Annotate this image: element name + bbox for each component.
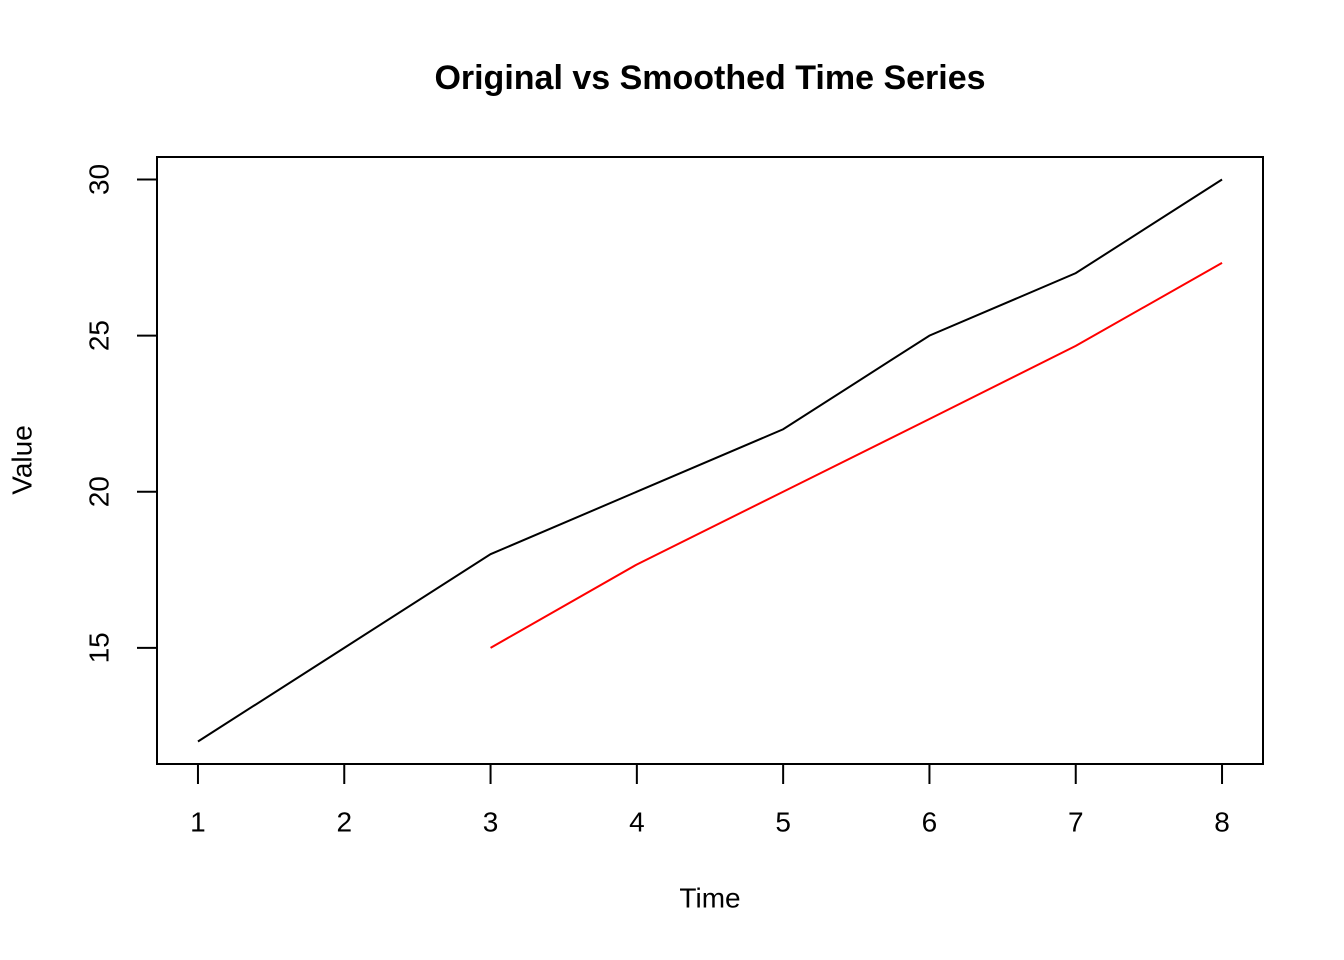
x-tick-label: 1 bbox=[190, 806, 206, 837]
x-tick-label: 4 bbox=[629, 806, 645, 837]
x-tick-label: 6 bbox=[922, 806, 938, 837]
x-axis-label: Time bbox=[679, 882, 740, 913]
y-tick-label: 15 bbox=[83, 632, 114, 663]
y-tick-label: 25 bbox=[83, 320, 114, 351]
x-tick-label: 5 bbox=[775, 806, 791, 837]
y-tick-label: 30 bbox=[83, 164, 114, 195]
series-line bbox=[197, 178, 1223, 743]
y-axis-label: Value bbox=[6, 425, 37, 495]
series-line bbox=[490, 261, 1223, 649]
y-tick-label: 20 bbox=[83, 476, 114, 507]
x-tick-label: 3 bbox=[483, 806, 499, 837]
x-tick-label: 8 bbox=[1214, 806, 1230, 837]
x-tick-label: 7 bbox=[1068, 806, 1084, 837]
chart-title: Original vs Smoothed Time Series bbox=[434, 59, 985, 97]
x-tick-label: 2 bbox=[336, 806, 352, 837]
